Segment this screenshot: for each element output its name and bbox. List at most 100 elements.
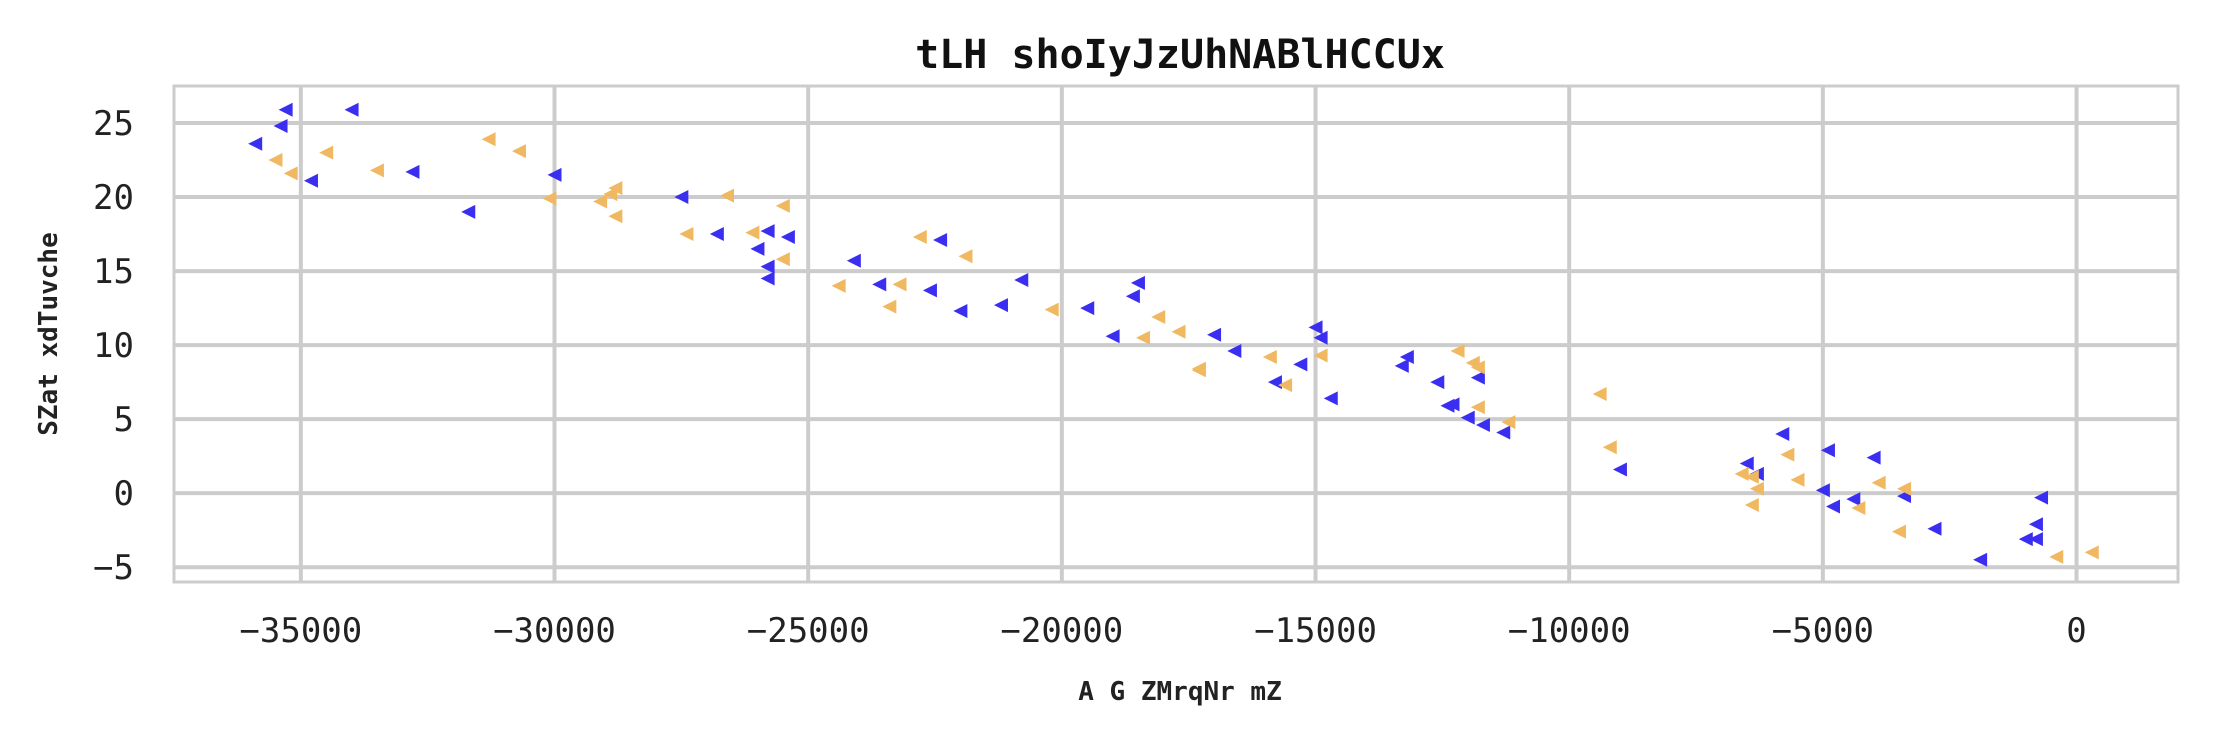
data-point [760, 271, 775, 286]
data-point [2018, 532, 2033, 547]
data-point [405, 164, 420, 179]
y-tick-label: 15 [93, 252, 134, 292]
data-point [1151, 309, 1166, 324]
data-point [2028, 517, 2043, 532]
data-point [1790, 472, 1805, 487]
data-point [993, 298, 1008, 313]
data-point [958, 249, 973, 264]
data-point [1866, 450, 1881, 465]
data-point [481, 132, 496, 147]
data-point [1171, 324, 1186, 339]
data-point [1475, 418, 1490, 433]
data-point [1267, 375, 1282, 390]
data-point [1044, 302, 1059, 317]
data-point [461, 204, 476, 219]
gridlines [174, 86, 2178, 582]
data-point [760, 259, 775, 274]
data-point [760, 224, 775, 239]
data-point [1734, 466, 1749, 481]
data-point [1739, 456, 1754, 471]
data-point [1826, 499, 1841, 514]
chart-title: tLH shoIyJzUhNABlHCCUx [915, 32, 1445, 78]
data-point [953, 304, 968, 319]
data-point [1775, 426, 1790, 441]
data-point [1399, 349, 1414, 364]
x-tick-label: −5000 [1772, 611, 1874, 651]
data-point [2084, 545, 2099, 560]
data-point [1927, 521, 1942, 536]
data-point [542, 191, 557, 206]
data-point [1430, 375, 1445, 390]
data-point [1323, 391, 1338, 406]
data-point [1394, 358, 1409, 373]
data-point [775, 252, 790, 267]
data-point [709, 227, 724, 242]
data-point [344, 102, 359, 117]
data-point [846, 253, 861, 268]
data-point [2049, 549, 2064, 564]
data-point [1871, 475, 1886, 490]
data-point [608, 181, 623, 196]
data-point [933, 232, 948, 247]
data-point [593, 194, 608, 209]
y-tick-label: 0 [114, 474, 134, 514]
x-tick-label: −25000 [747, 611, 870, 651]
data-point [1278, 378, 1293, 393]
x-tick-label: −20000 [1000, 611, 1123, 651]
series-1 [248, 102, 2049, 567]
data-point [882, 299, 897, 314]
y-tick-label: 25 [93, 104, 134, 144]
x-axis-label: A G ZMrqNr mZ [1078, 677, 1282, 707]
data-point [872, 277, 887, 292]
x-tick-label: −10000 [1508, 611, 1631, 651]
data-point [1191, 361, 1206, 376]
data-point [750, 241, 765, 256]
data-point [1780, 447, 1795, 462]
y-tick-label: −5 [93, 548, 134, 588]
data-point [1130, 275, 1145, 290]
data-point [1470, 370, 1485, 385]
data-point [1592, 386, 1607, 401]
data-point [1136, 330, 1151, 345]
data-point [369, 163, 384, 178]
x-tick-label: −30000 [493, 611, 616, 651]
data-point [1460, 410, 1475, 425]
data-point [745, 225, 760, 240]
data-point [1744, 498, 1759, 513]
data-point [303, 173, 318, 188]
y-tick-label: 5 [114, 400, 134, 440]
data-point [831, 278, 846, 293]
data-point [511, 144, 526, 159]
data-point [1207, 327, 1222, 342]
data-point [319, 145, 334, 160]
plot-frame [172, 84, 2180, 584]
data-point [278, 102, 293, 117]
data-point [1846, 492, 1861, 507]
data-point [1749, 481, 1764, 496]
data-point [1313, 348, 1328, 363]
data-point [268, 153, 283, 168]
x-tick-labels: −35000 −30000 −25000 −20000 −15000 −10000 −500… [239, 611, 2086, 651]
data-point [608, 209, 623, 224]
data-point [1470, 360, 1485, 375]
data-point [1612, 462, 1627, 477]
y-tick-label: 20 [93, 178, 134, 218]
data-point [780, 230, 795, 245]
data-point [1897, 481, 1912, 496]
data-point [679, 227, 694, 242]
data-point [1744, 469, 1759, 484]
data-point [1262, 349, 1277, 364]
data-point [912, 230, 927, 245]
data-point [1105, 329, 1120, 344]
data-point [1891, 524, 1906, 539]
data-point [1973, 552, 1988, 567]
data-point [1227, 344, 1242, 359]
data-point [547, 167, 562, 182]
data-point [1815, 483, 1830, 498]
data-point [1450, 344, 1465, 359]
data-point [273, 118, 288, 133]
data-point [1308, 320, 1323, 335]
data-point [1470, 400, 1485, 415]
data-point [1501, 415, 1516, 430]
